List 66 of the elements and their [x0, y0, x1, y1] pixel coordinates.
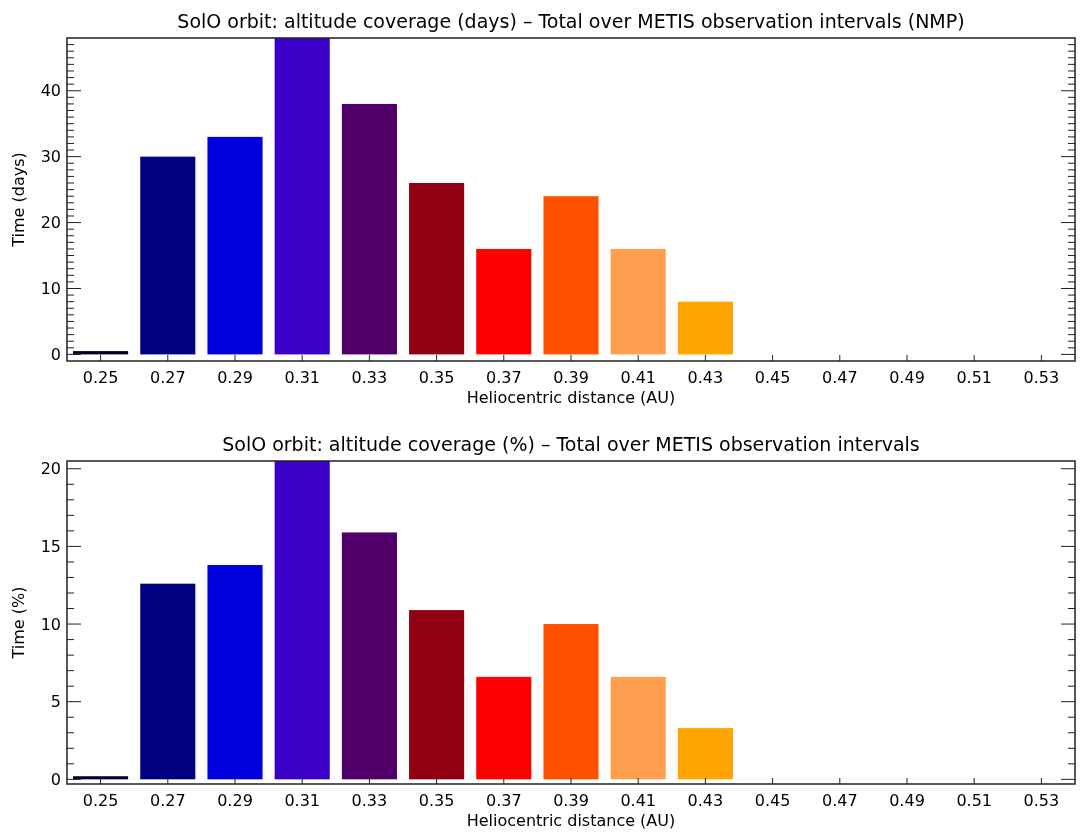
y-tick-label: 20 — [40, 213, 61, 233]
bar — [677, 301, 733, 355]
x-tick-label: 0.31 — [284, 791, 321, 810]
x-tick-label: 0.35 — [418, 791, 455, 810]
bar — [409, 610, 465, 780]
x-tick-label: 0.29 — [217, 791, 253, 810]
x-tick-label: 0.51 — [956, 791, 993, 810]
bar — [677, 728, 733, 780]
x-tick-label: 0.37 — [485, 791, 522, 810]
y-tick-label: 20 — [40, 459, 61, 479]
x-tick-label: 0.53 — [1023, 368, 1060, 387]
x-axis-title: Heliocentric distance (AU) — [466, 388, 676, 407]
x-tick-label: 0.39 — [553, 791, 589, 810]
x-tick-label: 0.35 — [418, 368, 455, 387]
bar — [409, 183, 465, 355]
bar — [341, 103, 397, 355]
x-tick-label: 0.27 — [149, 368, 186, 387]
x-tick-label: 0.51 — [956, 368, 993, 387]
x-tick-label: 0.49 — [889, 791, 925, 810]
x-tick-label: 0.31 — [284, 368, 321, 387]
x-tick-label: 0.47 — [821, 368, 858, 387]
bar — [341, 532, 397, 780]
x-tick-label: 0.39 — [553, 368, 589, 387]
bar — [610, 248, 666, 355]
bar — [610, 676, 666, 780]
y-axis-title: Time (days) — [9, 152, 28, 248]
y-tick-label: 10 — [40, 614, 61, 634]
y-tick-label: 15 — [40, 537, 61, 557]
y-axis-title: Time (%) — [9, 586, 28, 660]
x-tick-label: 0.41 — [620, 791, 657, 810]
x-tick-label: 0.41 — [620, 368, 657, 387]
x-tick-label: 0.45 — [754, 368, 791, 387]
bar — [274, 461, 330, 780]
bar — [476, 676, 532, 780]
x-tick-label: 0.47 — [821, 791, 858, 810]
x-tick-label: 0.33 — [351, 368, 388, 387]
x-tick-label: 0.43 — [687, 368, 724, 387]
x-axis-title: Heliocentric distance (AU) — [466, 811, 676, 830]
y-tick-label: 30 — [40, 147, 61, 167]
bar — [476, 248, 532, 355]
x-tick-label: 0.25 — [82, 791, 119, 810]
x-tick-label: 0.53 — [1023, 791, 1060, 810]
y-tick-label: 0 — [50, 345, 61, 365]
bar — [207, 136, 263, 355]
x-tick-label: 0.33 — [351, 791, 388, 810]
bar — [73, 776, 129, 780]
x-tick-label: 0.45 — [754, 791, 791, 810]
y-tick-label: 5 — [50, 692, 61, 712]
bar — [140, 156, 196, 355]
y-tick-label: 0 — [50, 769, 61, 789]
chart-title: SolO orbit: altitude coverage (days) – Total over METIS observation intervals (NMP) — [177, 10, 965, 32]
y-tick-label: 10 — [40, 279, 61, 299]
bar — [543, 624, 599, 780]
x-tick-label: 0.27 — [149, 791, 186, 810]
bar — [140, 583, 196, 780]
x-tick-label: 0.43 — [687, 791, 724, 810]
bar — [207, 565, 263, 780]
bar — [274, 38, 330, 355]
bar — [73, 351, 129, 355]
x-tick-label: 0.49 — [889, 368, 925, 387]
x-tick-label: 0.29 — [217, 368, 253, 387]
y-tick-label: 40 — [40, 81, 61, 101]
chart-title: SolO orbit: altitude coverage (%) – Total over METIS observation intervals — [222, 433, 920, 455]
x-tick-label: 0.25 — [82, 368, 119, 387]
bar — [543, 196, 599, 355]
x-tick-label: 0.37 — [485, 368, 522, 387]
